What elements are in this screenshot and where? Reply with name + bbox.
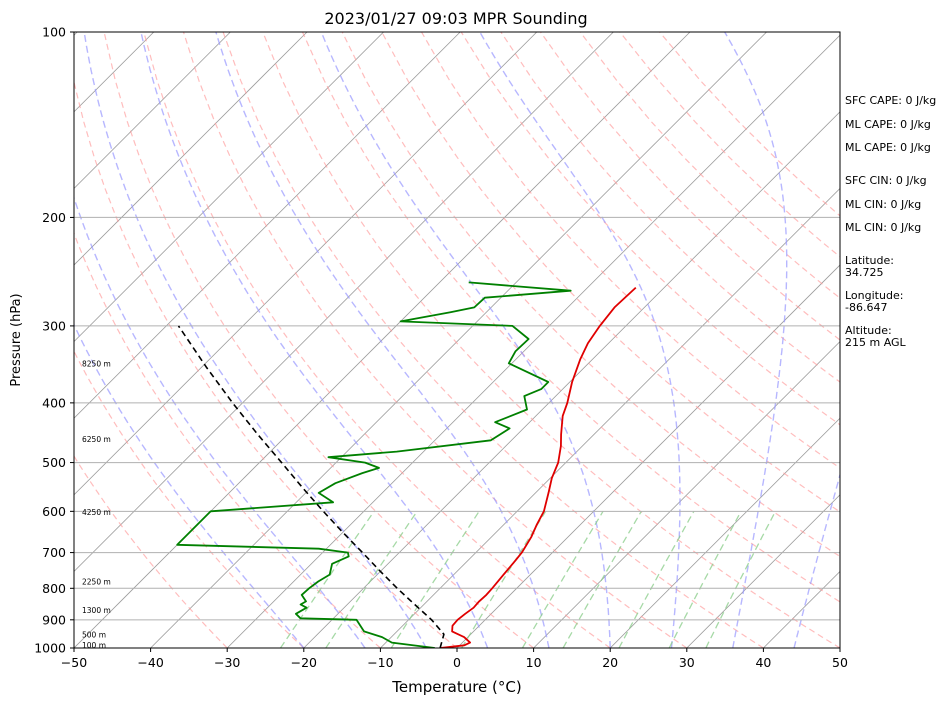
isotherm-line [74, 32, 384, 343]
moist-adiabat-line [215, 32, 550, 648]
isotherm-line [74, 32, 614, 572]
sfc-cape-text: SFC CAPE: 0 J/kg [845, 94, 936, 107]
moist-adiabat-line [140, 32, 489, 648]
isotherm-line [74, 32, 308, 266]
indices-panel: SFC CAPE: 0 J/kg ML CAPE: 0 J/kg ML CAPE… [845, 94, 936, 349]
moist-adiabat-line [83, 32, 427, 648]
x-tick-label: −30 [214, 655, 240, 670]
dry-adiabat-line [143, 32, 611, 648]
x-tick-label: −50 [61, 655, 87, 670]
moist-adiabat-line [793, 472, 840, 648]
height-label: 8250 m [82, 359, 111, 368]
height-label: 100 m [82, 641, 106, 650]
height-label: 6250 m [82, 435, 111, 444]
y-tick-label: 800 [42, 581, 66, 596]
dewpoint-profile-line [176, 281, 572, 648]
isotherm-line [380, 187, 840, 648]
y-tick-label: 100 [42, 25, 66, 40]
data-layer: 100 m 500 m 1300 m 2250 m 4250 m 6250 m 8250 m [82, 281, 637, 650]
ml-cin-text-2: ML CIN: 0 J/kg [845, 221, 921, 234]
dry-adiabat-line [74, 350, 305, 648]
dry-adiabat-line [74, 454, 228, 648]
y-tick-label: 900 [42, 612, 66, 627]
height-label: 2250 m [82, 578, 111, 587]
longitude-value: -86.647 [845, 301, 887, 314]
altitude-label: Altitude: [845, 324, 892, 337]
isotherm-line [456, 264, 840, 648]
y-tick-label: 300 [42, 318, 66, 333]
x-tick-label: −40 [137, 655, 163, 670]
isotherm-line [533, 341, 840, 648]
x-tick-label: 20 [602, 655, 618, 670]
x-tick-label: 50 [832, 655, 848, 670]
isotherm-line [74, 32, 538, 496]
y-axis-label: Pressure (hPa) [9, 293, 24, 386]
moist-adiabat-line [724, 32, 788, 648]
y-tick-label: 400 [42, 395, 66, 410]
mixing-ratio-line [618, 510, 695, 648]
isotherm-line [150, 32, 767, 648]
dry-adiabat-line [182, 32, 688, 648]
temperature-profile-line [440, 286, 637, 648]
grid-layer [0, 32, 840, 705]
axes-layer: −50 −40 −30 −20 −10 0 10 20 30 40 50 100 200 300 400 50… [34, 25, 848, 671]
y-tick-label: 1000 [34, 641, 66, 656]
dry-adiabat-line [222, 32, 764, 648]
isotherm-line [686, 494, 840, 648]
mixing-ratio-line [705, 510, 777, 648]
isotherm-line [74, 32, 461, 419]
isotherm-line [303, 111, 840, 648]
y-tick-label: 500 [42, 455, 66, 470]
isotherm-line [0, 32, 1, 648]
latitude-value: 34.725 [845, 266, 884, 279]
height-label: 4250 m [82, 508, 111, 517]
mixing-ratio-line [390, 510, 480, 648]
chart-title: 2023/01/27 09:03 MPR Sounding [324, 9, 587, 28]
x-tick-label: −10 [367, 655, 393, 670]
dry-adiabat-line [74, 231, 381, 648]
dry-adiabat-line [74, 79, 458, 648]
x-tick-label: 30 [679, 655, 695, 670]
dry-adiabat-line [262, 32, 840, 648]
moist-adiabat-line [320, 32, 611, 648]
moist-adiabat-line [74, 195, 366, 648]
parcel-profile-line [177, 325, 445, 648]
mixing-ratio-line [325, 510, 418, 648]
isotherm-line [74, 32, 231, 189]
latitude-label: Latitude: [845, 254, 894, 267]
dry-adiabat-line [579, 32, 840, 299]
longitude-label: Longitude: [845, 289, 903, 302]
ml-cape-text-2: ML CAPE: 0 J/kg [845, 141, 931, 154]
ml-cin-text: ML CIN: 0 J/kg [845, 198, 921, 211]
moist-adiabat-line [74, 323, 305, 648]
auxiliary-line [44, 690, 315, 705]
x-tick-label: −20 [291, 655, 317, 670]
isotherm-line [226, 34, 840, 648]
y-tick-label: 600 [42, 504, 66, 519]
moist-adiabat-line [479, 32, 681, 648]
x-axis-label: Temperature (°C) [391, 678, 521, 696]
isotherm-line [609, 417, 840, 648]
x-tick-label: 10 [526, 655, 542, 670]
mixing-ratio-line [279, 510, 375, 648]
dry-adiabat-line [103, 32, 534, 648]
ml-cape-text: ML CAPE: 0 J/kg [845, 118, 931, 131]
height-label: 1300 m [82, 606, 111, 615]
y-tick-label: 200 [42, 210, 66, 225]
altitude-value: 215 m AGL [845, 336, 907, 349]
height-label: 500 m [82, 630, 106, 639]
y-tick-label: 700 [42, 545, 66, 560]
sfc-cin-text: SFC CIN: 0 J/kg [845, 174, 927, 187]
x-tick-label: 0 [453, 655, 461, 670]
x-tick-label: 40 [755, 655, 771, 670]
